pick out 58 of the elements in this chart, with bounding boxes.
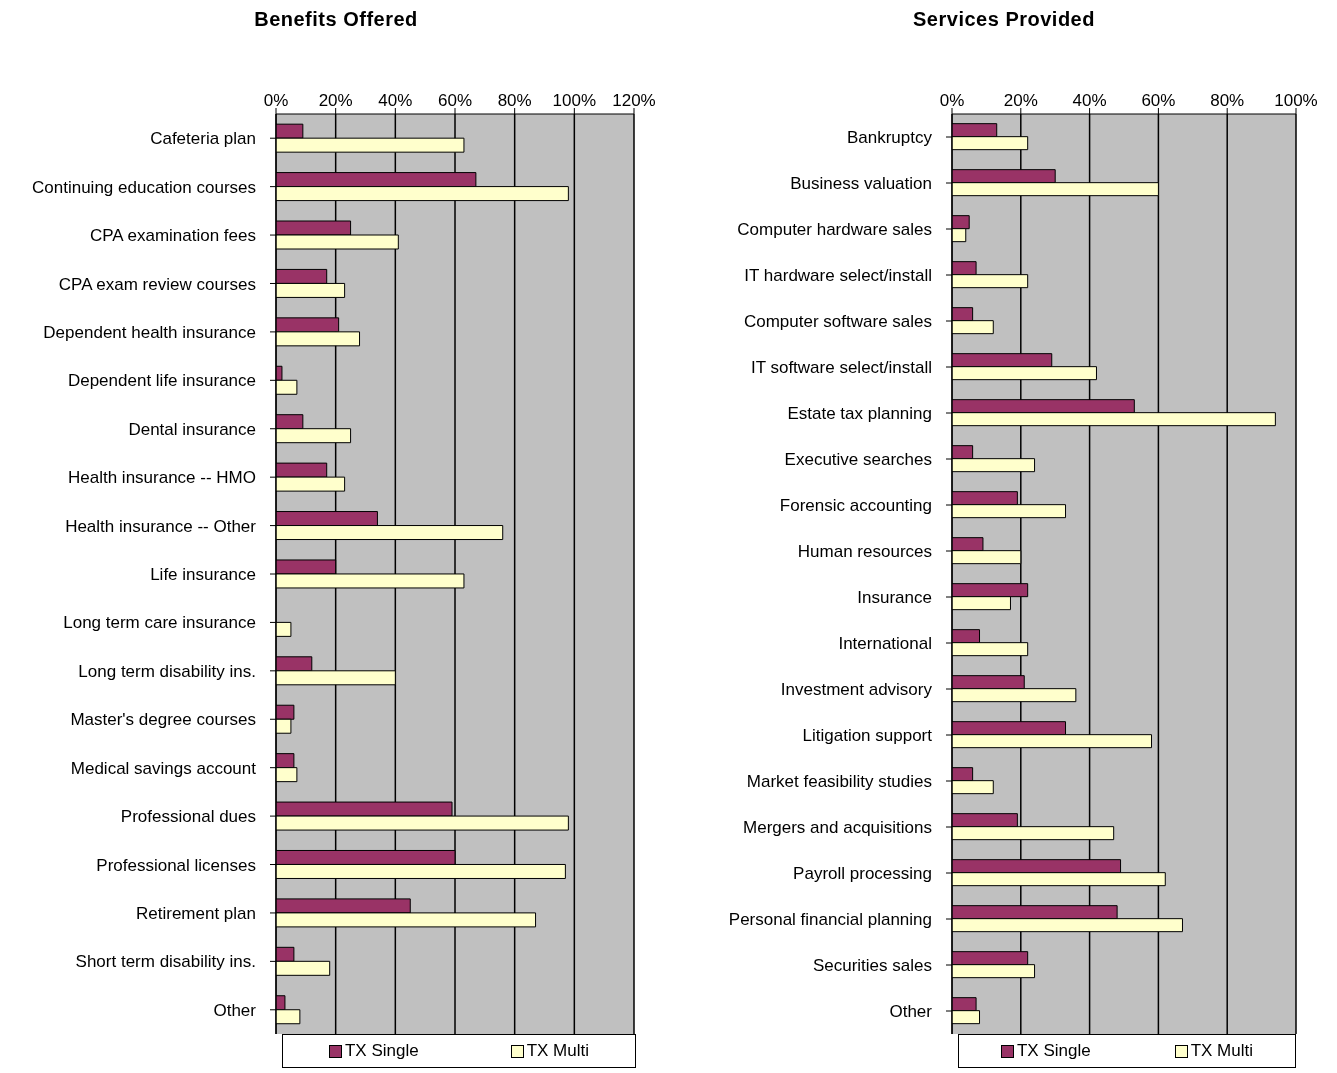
x-tick-label: 20% xyxy=(1003,91,1038,110)
y-tick-label: Professional dues xyxy=(120,807,256,827)
y-tick-label: Long term disability ins. xyxy=(78,661,256,681)
x-tick-label: 100% xyxy=(552,91,597,110)
y-tick-label: Other xyxy=(213,1000,257,1020)
y-tick-label: Payroll processing xyxy=(793,864,932,884)
chart-title: Services Provided xyxy=(912,8,1096,32)
y-tick-label: Professional licenses xyxy=(96,855,256,875)
x-tick-label: 100% xyxy=(1274,91,1318,110)
x-tick-label: 80% xyxy=(1210,91,1245,110)
x-tick-label: 0% xyxy=(939,91,965,110)
y-tick-label: Life insurance xyxy=(150,565,256,585)
legend-label: TX Multi xyxy=(1189,1041,1253,1061)
y-tick-label: Medical savings account xyxy=(70,758,257,778)
y-tick-label: CPA examination fees xyxy=(90,226,256,246)
x-tick-label: 80% xyxy=(497,91,532,110)
y-tick-label: Health insurance -- Other xyxy=(65,516,257,536)
y-tick-label: IT software select/install xyxy=(750,358,932,378)
y-tick-label: Human resources xyxy=(797,542,932,562)
y-tick-label: Litigation support xyxy=(802,726,933,746)
x-tick-label: 40% xyxy=(1072,91,1107,110)
y-tick-label: Computer hardware sales xyxy=(737,220,932,240)
y-tick-label: International xyxy=(838,634,932,654)
y-tick-label: Master's degree courses xyxy=(70,710,256,730)
x-tick-label: 40% xyxy=(378,91,413,110)
chart-title: Benefits Offered xyxy=(253,8,419,32)
legend-label: TX Single xyxy=(344,1041,419,1061)
y-tick-label: Investment advisory xyxy=(780,680,933,700)
x-tick-label: 60% xyxy=(1141,91,1176,110)
x-tick-label: 60% xyxy=(437,91,473,110)
y-tick-label: Dental insurance xyxy=(128,419,256,439)
y-tick-label: Computer software sales xyxy=(743,312,932,332)
y-tick-label: Executive searches xyxy=(784,450,932,470)
y-tick-label: Dependent life insurance xyxy=(67,371,256,391)
y-tick-label: Personal financial planning xyxy=(728,910,932,930)
y-tick-label: Insurance xyxy=(857,588,932,608)
y-tick-label: Forensic accounting xyxy=(779,496,932,516)
legend-label: TX Single xyxy=(1016,1041,1091,1061)
y-tick-label: Market feasibility studies xyxy=(746,772,932,792)
x-tick-label: 0% xyxy=(263,91,289,110)
y-tick-label: Continuing education courses xyxy=(32,177,256,197)
y-tick-label: Mergers and acquisitions xyxy=(743,818,932,838)
y-tick-label: Bankruptcy xyxy=(846,128,933,148)
y-tick-label: Cafeteria plan xyxy=(150,129,256,149)
y-tick-label: Business valuation xyxy=(790,174,932,194)
x-tick-label: 120% xyxy=(612,91,656,110)
y-tick-label: Short term disability ins. xyxy=(75,952,256,972)
y-tick-label: Retirement plan xyxy=(135,903,256,923)
y-tick-label: IT hardware select/install xyxy=(744,266,932,286)
y-tick-label: Dependent health insurance xyxy=(43,322,256,342)
y-tick-label: Securities sales xyxy=(812,956,932,976)
y-tick-label: Long term care insurance xyxy=(63,613,256,633)
legend-label: TX Multi xyxy=(525,1041,589,1061)
x-tick-label: 20% xyxy=(318,91,353,110)
y-tick-label: Estate tax planning xyxy=(787,404,932,424)
y-tick-label: Health insurance -- HMO xyxy=(67,468,256,488)
y-tick-label: Other xyxy=(889,1002,933,1022)
y-tick-label: CPA exam review courses xyxy=(58,274,256,294)
